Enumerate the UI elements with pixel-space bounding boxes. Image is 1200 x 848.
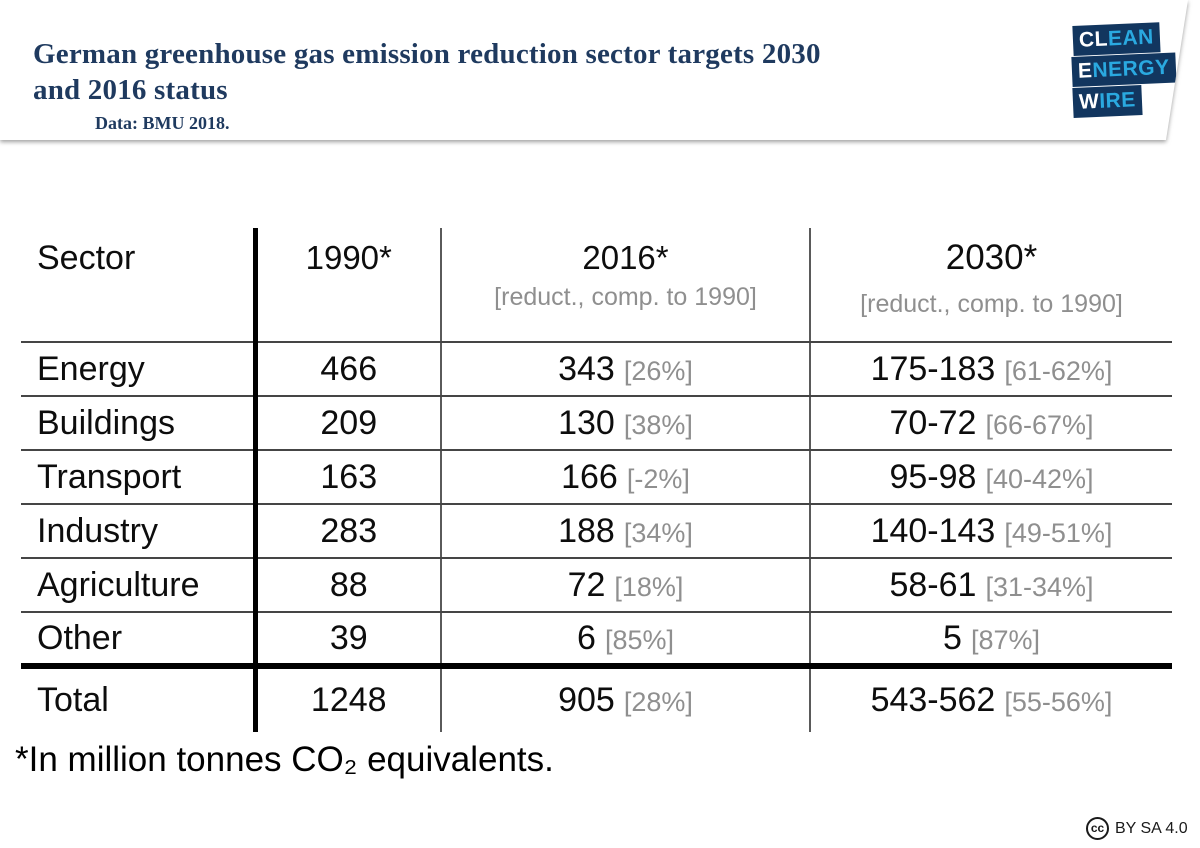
column-header-2030-label: 2030* — [945, 238, 1038, 277]
header-card-surface: German greenhouse gas emission reduction… — [0, 0, 1188, 140]
value-2016: 6 — [577, 618, 596, 657]
column-header-2016: 2016* [reduct., comp. to 1990] — [441, 228, 811, 343]
column-header-2030: 2030* [reduct., comp. to 1990] — [810, 228, 1172, 343]
logo-line-energy: ENERGY — [1071, 52, 1177, 87]
value-2030: 140-143 — [870, 511, 996, 550]
logo-text-white: W — [1078, 89, 1100, 114]
title-line-1: German greenhouse gas emission reduction… — [33, 38, 821, 70]
header-card: German greenhouse gas emission reduction… — [0, 0, 1200, 140]
table-row-total: Total 1248 905 [28%] 543-562 [55-56%] — [21, 666, 1172, 732]
logo-line-wire: WIRE — [1072, 85, 1143, 118]
logo-text-cyan: EAN — [1107, 25, 1155, 51]
reduction-2030: [40-42%] — [985, 463, 1094, 494]
column-header-1990-label: 1990* — [305, 239, 392, 276]
column-header-2030-subtitle: [reduct., comp. to 1990] — [860, 290, 1123, 318]
logo-text-cyan: IRE — [1098, 88, 1137, 113]
column-header-sector: Sector — [21, 228, 258, 343]
sector-cell: Agriculture — [21, 558, 258, 613]
reduction-2030: [31-34%] — [985, 571, 1094, 602]
logo-text-white: CL — [1078, 27, 1109, 52]
value-2016-cell: 166 [-2%] — [441, 450, 811, 505]
reduction-2016: [-2%] — [626, 463, 690, 494]
reduction-2030: [87%] — [970, 624, 1040, 655]
value-2016: 188 — [558, 511, 615, 550]
table-row-industry: Industry 283 188 [34%] 140-143 [49-51%] — [21, 504, 1172, 559]
reduction-2030: [61-62%] — [1004, 355, 1113, 386]
reduction-2016: [85%] — [604, 624, 674, 655]
table-row-transport: Transport 163 166 [-2%] 95-98 [40-42%] — [21, 450, 1172, 505]
sector-cell: Industry — [21, 504, 258, 559]
value-2030: 58-61 — [889, 565, 977, 604]
value-2016: 343 — [558, 349, 615, 388]
value-2016: 905 — [558, 681, 615, 719]
table-row-buildings: Buildings 209 130 [38%] 70-72 [66-67%] — [21, 396, 1172, 451]
value-1990-cell: 39 — [255, 612, 442, 669]
page-title: German greenhouse gas emission reduction… — [33, 36, 821, 108]
sector-cell: Other — [21, 612, 258, 669]
logo-text-white: E — [1077, 59, 1093, 83]
table-row-other: Other 39 6 [85%] 5 [87%] — [21, 612, 1172, 669]
sector-cell: Transport — [21, 450, 258, 505]
creative-commons-icon: cc — [1086, 817, 1109, 840]
table-header-row: Sector 1990* 2016* [reduct., comp. to 19… — [21, 228, 1172, 343]
reduction-2016: [26%] — [623, 355, 693, 386]
sector-cell: Buildings — [21, 396, 258, 451]
clean-energy-wire-logo: CLEAN ENERGY WIRE — [1070, 22, 1188, 124]
column-header-2016-subtitle: [reduct., comp. to 1990] — [494, 283, 757, 311]
value-2030: 70-72 — [889, 403, 977, 442]
value-1990-cell: 466 — [255, 342, 442, 397]
table-row-agriculture: Agriculture 88 72 [18%] 58-61 [31-34%] — [21, 558, 1172, 613]
value-2030-cell: 5 [87%] — [810, 612, 1172, 669]
reduction-2016: [18%] — [614, 571, 684, 602]
value-2016-cell: 72 [18%] — [441, 558, 811, 613]
reduction-2016: [34%] — [623, 517, 693, 548]
value-2030-cell: 58-61 [31-34%] — [810, 558, 1172, 613]
data-source-note: Data: BMU 2018. — [95, 113, 230, 133]
value-2030-cell: 95-98 [40-42%] — [810, 450, 1172, 505]
column-header-1990: 1990* — [255, 228, 442, 343]
value-1990-cell: 163 — [255, 450, 442, 505]
reduction-2016: [38%] — [623, 409, 693, 440]
table-row-energy: Energy 466 343 [26%] 175-183 [61-62%] — [21, 342, 1172, 397]
license-badge: cc BY SA 4.0 — [1086, 817, 1188, 840]
value-1990-cell: 209 — [255, 396, 442, 451]
value-2016: 166 — [561, 457, 618, 496]
sector-cell: Total — [21, 666, 258, 732]
value-2016-cell: 6 [85%] — [441, 612, 811, 669]
value-2030-cell: 70-72 [66-67%] — [810, 396, 1172, 451]
value-2030-cell: 543-562 [55-56%] — [810, 666, 1172, 732]
value-2016-cell: 905 [28%] — [441, 666, 811, 732]
value-2030: 175-183 — [870, 349, 996, 388]
value-2030: 95-98 — [889, 457, 977, 496]
license-label: BY SA 4.0 — [1115, 819, 1188, 837]
value-1990-cell: 88 — [255, 558, 442, 613]
value-2030: 5 — [943, 618, 962, 657]
value-2030-cell: 140-143 [49-51%] — [810, 504, 1172, 559]
logo-line-clean: CLEAN — [1072, 22, 1161, 56]
reduction-2030: [66-67%] — [985, 409, 1094, 440]
value-2030-cell: 175-183 [61-62%] — [810, 342, 1172, 397]
value-1990-cell: 283 — [255, 504, 442, 559]
value-2030: 543-562 — [870, 681, 996, 719]
reduction-2030: [55-56%] — [1004, 687, 1113, 717]
reduction-2016: [28%] — [623, 687, 693, 717]
column-header-2016-label: 2016* — [582, 239, 669, 276]
value-2016-cell: 343 [26%] — [441, 342, 811, 397]
value-2016-cell: 130 [38%] — [441, 396, 811, 451]
title-line-2: and 2016 status — [33, 74, 228, 106]
value-2016-cell: 188 [34%] — [441, 504, 811, 559]
footnote: *In million tonnes CO₂ equivalents. — [15, 740, 554, 779]
logo-text-cyan: NERGY — [1091, 55, 1171, 83]
value-2016: 130 — [558, 403, 615, 442]
value-1990-cell: 1248 — [255, 666, 442, 732]
sector-cell: Energy — [21, 342, 258, 397]
reduction-2030: [49-51%] — [1004, 517, 1113, 548]
value-2016: 72 — [567, 565, 606, 604]
emissions-table: Sector 1990* 2016* [reduct., comp. to 19… — [21, 228, 1172, 732]
